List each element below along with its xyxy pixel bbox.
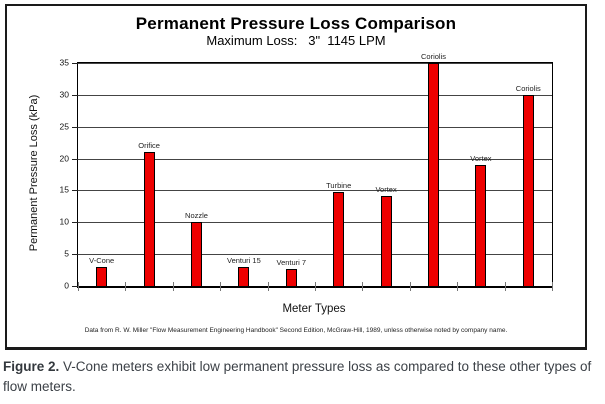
gridline-5 [78, 254, 552, 256]
y-tick-mark-0 [72, 286, 78, 287]
x-tick-mark-3 [220, 282, 222, 291]
bar-nozzle-2 [191, 222, 202, 286]
chart-frame: Permanent Pressure Loss Comparison Maxim… [5, 4, 587, 350]
bar-vortex-6 [380, 195, 392, 286]
bar-label-turbine-5: Turbine [326, 181, 352, 191]
bar-venturi-15-3 [238, 266, 250, 286]
bar-label-vortex-8: Vortex [470, 153, 492, 163]
bar-coriolis-7 [428, 63, 439, 286]
bar-v-cone-0 [96, 266, 108, 286]
y-tick-mark-20 [72, 158, 78, 160]
bar-vortex-8 [475, 164, 487, 286]
bar-label-nozzle-2: Nozzle [185, 211, 208, 221]
x-tick-mark-5 [315, 282, 316, 291]
y-axis-label: Permanent Pressure Loss (kPa) [28, 94, 40, 252]
gridline-15 [78, 190, 552, 192]
y-tick-label-15: 15 [59, 184, 69, 195]
y-tick-label-20: 20 [59, 153, 69, 164]
y-tick-label-0: 0 [64, 280, 69, 291]
x-tick-mark-7 [409, 282, 411, 291]
plot-area: 0 5 10 15 20 25 30 35 V-Cone Orifice Nozzle Venturi… [60, 52, 553, 291]
bar-label-vortex-6: Vortex [375, 184, 397, 194]
bar-turbine-5 [333, 192, 345, 286]
bar-venturi-7-4 [285, 268, 297, 286]
y-tick-mark-15 [72, 190, 78, 192]
bar-label-venturi-15-3: Venturi 15 [227, 255, 261, 265]
y-tick-label-25: 25 [59, 121, 69, 132]
gridline-20 [78, 158, 552, 160]
y-tick-mark-35 [72, 63, 78, 64]
x-axis-label: Meter Types [282, 303, 346, 315]
x-tick-mark-0 [78, 282, 79, 291]
y-tick-label-30: 30 [59, 89, 69, 100]
y-tick-mark-25 [72, 126, 78, 128]
y-tick-label-35: 35 [59, 57, 69, 68]
figure-caption-label: Figure 2. [3, 359, 60, 374]
y-tick-mark-5 [72, 254, 78, 256]
chart-subtitle: Maximum Loss: 3" 1145 LPM [206, 33, 386, 48]
chart-footnote: Data from R. W. Miller "Flow Measurement… [84, 327, 508, 334]
x-tick-mark-4 [267, 282, 269, 291]
x-tick-mark-2 [172, 282, 174, 291]
figure-caption: Figure 2. V-Cone meters exhibit low perm… [3, 357, 602, 397]
gridline-10 [78, 222, 552, 224]
x-tick-mark-6 [362, 282, 364, 291]
x-tick-mark-1 [125, 282, 127, 291]
bar-label-v-cone-0: V-Cone [89, 255, 115, 265]
x-tick-mark-9 [504, 282, 506, 291]
bar-orifice-1 [143, 152, 155, 286]
x-tick-mark-8 [457, 282, 459, 291]
chart-title: Permanent Pressure Loss Comparison [135, 14, 457, 33]
y-tick-mark-30 [72, 94, 78, 96]
gridline-30 [78, 94, 552, 96]
figure-caption-text: V-Cone meters exhibit low permanent pres… [3, 359, 592, 394]
y-tick-mark-10 [72, 222, 78, 224]
bar-coriolis-9 [522, 94, 534, 286]
x-tick-mark-10 [552, 282, 553, 291]
bar-label-venturi-7-4: Venturi 7 [276, 257, 307, 267]
bar-label-coriolis-7: Coriolis [420, 52, 447, 61]
y-tick-label-5: 5 [64, 248, 69, 259]
y-tick-label-10: 10 [59, 216, 69, 227]
bar-label-orifice-1: Orifice [138, 141, 160, 151]
gridline-25 [78, 126, 552, 128]
gridline-35 [78, 63, 552, 64]
bar-label-coriolis-9: Coriolis [515, 83, 541, 93]
